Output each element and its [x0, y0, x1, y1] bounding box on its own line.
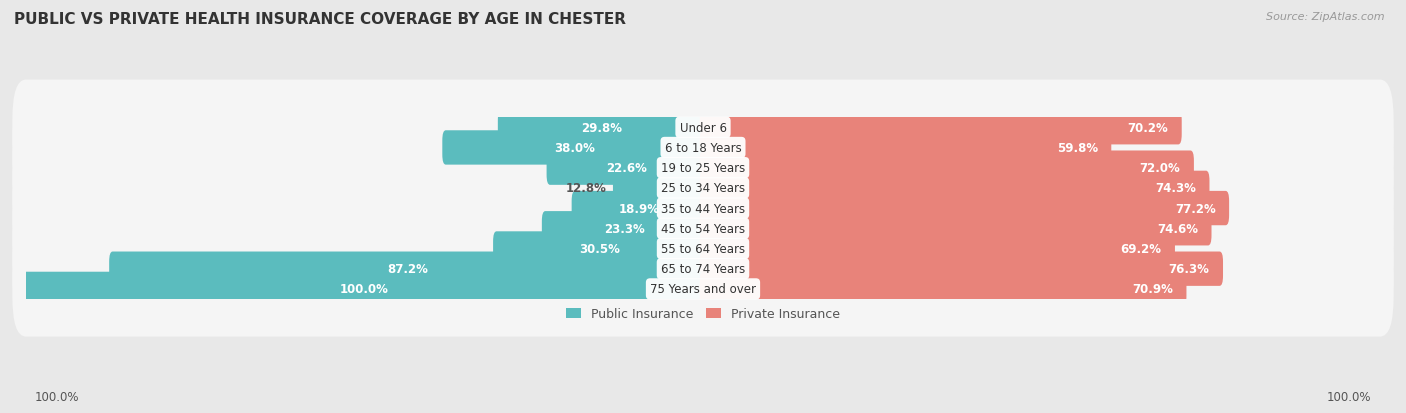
FancyBboxPatch shape — [13, 201, 1393, 297]
FancyBboxPatch shape — [13, 221, 1393, 317]
Text: PUBLIC VS PRIVATE HEALTH INSURANCE COVERAGE BY AGE IN CHESTER: PUBLIC VS PRIVATE HEALTH INSURANCE COVER… — [14, 12, 626, 27]
FancyBboxPatch shape — [13, 100, 1393, 196]
Text: 70.9%: 70.9% — [1132, 283, 1173, 296]
Text: 59.8%: 59.8% — [1057, 142, 1098, 154]
Legend: Public Insurance, Private Insurance: Public Insurance, Private Insurance — [561, 303, 845, 326]
FancyBboxPatch shape — [13, 242, 1393, 337]
Text: 35 to 44 Years: 35 to 44 Years — [661, 202, 745, 215]
Text: 100.0%: 100.0% — [35, 390, 80, 403]
FancyBboxPatch shape — [110, 252, 706, 286]
Text: 6 to 18 Years: 6 to 18 Years — [665, 142, 741, 154]
FancyBboxPatch shape — [700, 272, 1187, 306]
FancyBboxPatch shape — [13, 121, 1393, 216]
Text: 19 to 25 Years: 19 to 25 Years — [661, 162, 745, 175]
Text: 72.0%: 72.0% — [1140, 162, 1181, 175]
Text: 30.5%: 30.5% — [579, 242, 620, 255]
Text: 12.8%: 12.8% — [565, 182, 606, 195]
Text: 29.8%: 29.8% — [582, 121, 623, 134]
Text: 22.6%: 22.6% — [606, 162, 647, 175]
Text: 76.3%: 76.3% — [1168, 263, 1209, 275]
Text: 100.0%: 100.0% — [340, 283, 389, 296]
FancyBboxPatch shape — [22, 272, 706, 306]
FancyBboxPatch shape — [613, 171, 706, 206]
FancyBboxPatch shape — [498, 111, 706, 145]
FancyBboxPatch shape — [494, 232, 706, 266]
Text: 100.0%: 100.0% — [1326, 390, 1371, 403]
FancyBboxPatch shape — [700, 111, 1181, 145]
FancyBboxPatch shape — [13, 161, 1393, 256]
FancyBboxPatch shape — [443, 131, 706, 165]
Text: 74.3%: 74.3% — [1156, 182, 1197, 195]
FancyBboxPatch shape — [700, 131, 1111, 165]
FancyBboxPatch shape — [13, 141, 1393, 236]
FancyBboxPatch shape — [541, 211, 706, 246]
Text: 65 to 74 Years: 65 to 74 Years — [661, 263, 745, 275]
FancyBboxPatch shape — [700, 192, 1229, 225]
FancyBboxPatch shape — [700, 171, 1209, 206]
Text: Source: ZipAtlas.com: Source: ZipAtlas.com — [1267, 12, 1385, 22]
Text: 25 to 34 Years: 25 to 34 Years — [661, 182, 745, 195]
Text: 74.6%: 74.6% — [1157, 222, 1198, 235]
FancyBboxPatch shape — [572, 192, 706, 225]
Text: 38.0%: 38.0% — [554, 142, 595, 154]
Text: 69.2%: 69.2% — [1121, 242, 1161, 255]
FancyBboxPatch shape — [700, 151, 1194, 185]
FancyBboxPatch shape — [13, 81, 1393, 176]
Text: 70.2%: 70.2% — [1128, 121, 1168, 134]
Text: 23.3%: 23.3% — [603, 222, 644, 235]
Text: 77.2%: 77.2% — [1175, 202, 1216, 215]
Text: 75 Years and over: 75 Years and over — [650, 283, 756, 296]
FancyBboxPatch shape — [700, 211, 1212, 246]
Text: 45 to 54 Years: 45 to 54 Years — [661, 222, 745, 235]
FancyBboxPatch shape — [547, 151, 706, 185]
FancyBboxPatch shape — [700, 252, 1223, 286]
Text: 18.9%: 18.9% — [619, 202, 659, 215]
FancyBboxPatch shape — [700, 232, 1175, 266]
FancyBboxPatch shape — [13, 181, 1393, 276]
Text: 87.2%: 87.2% — [387, 263, 429, 275]
Text: 55 to 64 Years: 55 to 64 Years — [661, 242, 745, 255]
Text: Under 6: Under 6 — [679, 121, 727, 134]
